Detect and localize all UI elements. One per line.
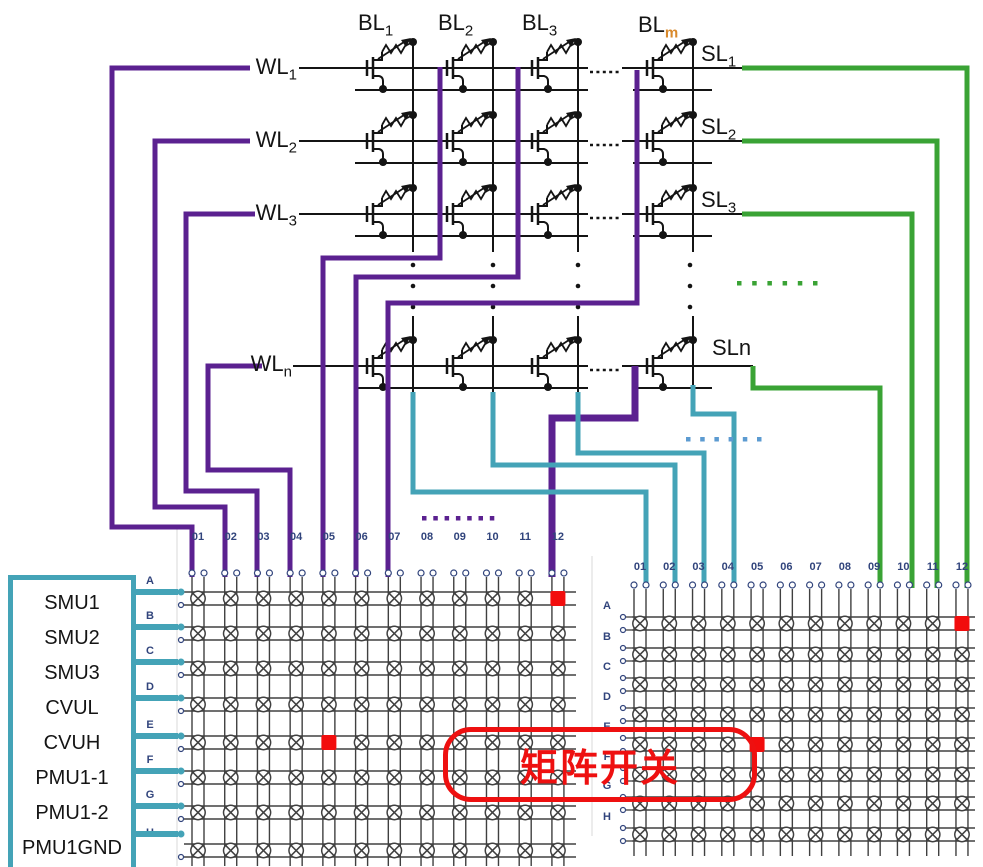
matrix-switch-annotation-text: 矩阵开关 <box>519 748 680 790</box>
svg-text:D: D <box>146 681 154 693</box>
memory-cell-1t1r <box>445 336 497 391</box>
svg-text:09: 09 <box>868 561 880 573</box>
pmu-box-label: PMU1-1 <box>35 767 109 789</box>
pmu-box-label: PMU1GND <box>21 837 122 859</box>
svg-text:08: 08 <box>421 531 433 543</box>
svg-text:E: E <box>146 719 153 731</box>
svg-text:08: 08 <box>839 561 851 573</box>
svg-text:12: 12 <box>552 531 564 543</box>
pmu-box-label: SMU3 <box>44 662 100 684</box>
svg-text:06: 06 <box>355 531 367 543</box>
memory-cell-1t1r <box>365 336 417 391</box>
svg-text:F: F <box>147 754 154 766</box>
sourceline-label-3: SL3 <box>701 187 737 217</box>
wordline-label-1: WL1 <box>255 54 297 84</box>
memory-array <box>293 38 753 392</box>
bitline-label-m: BLm <box>638 12 679 42</box>
sourceline-label-n: SLn <box>712 335 752 360</box>
memory-cell-1t1r <box>530 111 582 166</box>
svg-text:02: 02 <box>225 531 237 543</box>
svg-text:04: 04 <box>290 531 303 543</box>
pmu-box-label: PMU1-2 <box>35 802 109 824</box>
svg-text:10: 10 <box>486 531 498 543</box>
svg-text:01: 01 <box>192 531 204 543</box>
wordline-label-3: WL3 <box>255 200 297 230</box>
svg-text:02: 02 <box>663 561 675 573</box>
svg-text:01: 01 <box>634 561 646 573</box>
memory-cell-1t1r <box>645 38 697 93</box>
svg-text:11: 11 <box>519 531 531 543</box>
pmu-box-label: CVUH <box>43 732 101 754</box>
svg-text:B: B <box>146 610 154 622</box>
closed-crosspoint-marker <box>954 616 970 631</box>
svg-text:F: F <box>604 751 611 763</box>
sourceline-label-1: SL1 <box>701 41 737 71</box>
closed-crosspoint-marker <box>550 591 566 606</box>
svg-text:04: 04 <box>722 561 735 573</box>
svg-text:G: G <box>603 780 612 792</box>
pmu-box-label: SMU1 <box>44 592 100 614</box>
bitline-label-2: BL2 <box>438 10 474 40</box>
memory-cell-1t1r <box>445 38 497 93</box>
svg-text:C: C <box>146 645 154 657</box>
memory-cell-1t1r <box>645 336 697 391</box>
wordline-label-2: WL2 <box>255 127 297 157</box>
bitline-label-3: BL3 <box>522 10 558 40</box>
closed-crosspoint-marker <box>321 735 337 750</box>
svg-text:03: 03 <box>257 531 269 543</box>
memory-cell-1t1r <box>365 38 417 93</box>
svg-text:05: 05 <box>751 561 763 573</box>
pmu-box-label: SMU2 <box>44 627 100 649</box>
memory-cell-1t1r <box>445 111 497 166</box>
memory-cell-1t1r <box>530 336 582 391</box>
bitline-routes-teal <box>410 385 737 588</box>
wordline-routes-purple <box>109 65 640 577</box>
bitline-label-1: BL1 <box>358 10 394 40</box>
sourceline-label-2: SL2 <box>701 114 737 144</box>
svg-text:D: D <box>603 691 611 703</box>
instrument-terminal-box: SMU1 SMU2 SMU3 CVUL CVUH PMU1-1 PMU1-2 PMU1GND <box>8 575 136 867</box>
svg-text:10: 10 <box>897 561 909 573</box>
wordline-label-n: WLn <box>250 351 292 381</box>
svg-text:03: 03 <box>692 561 704 573</box>
memory-cell-1t1r <box>365 184 417 239</box>
svg-text:C: C <box>603 661 611 673</box>
svg-text:09: 09 <box>454 531 466 543</box>
memory-cell-1t1r <box>530 38 582 93</box>
memory-cell-1t1r <box>645 184 697 239</box>
sourceline-routes-green <box>742 65 970 588</box>
memory-cell-1t1r <box>445 184 497 239</box>
memory-cell-1t1r <box>530 184 582 239</box>
ellipsis-dots <box>422 281 818 521</box>
svg-text:07: 07 <box>809 561 821 573</box>
svg-text:A: A <box>603 600 611 612</box>
svg-text:11: 11 <box>927 561 939 573</box>
svg-text:12: 12 <box>956 561 968 573</box>
memory-cell-1t1r <box>645 111 697 166</box>
memory-cell-1t1r <box>365 111 417 166</box>
svg-text:06: 06 <box>780 561 792 573</box>
matrix-switch-annotation-box: 矩阵开关 <box>443 727 757 802</box>
svg-text:H: H <box>603 811 611 823</box>
svg-text:05: 05 <box>323 531 335 543</box>
svg-text:B: B <box>603 631 611 643</box>
svg-text:G: G <box>146 789 155 801</box>
pmu-box-label: CVUL <box>45 697 99 719</box>
svg-text:07: 07 <box>388 531 400 543</box>
svg-text:A: A <box>146 575 154 587</box>
